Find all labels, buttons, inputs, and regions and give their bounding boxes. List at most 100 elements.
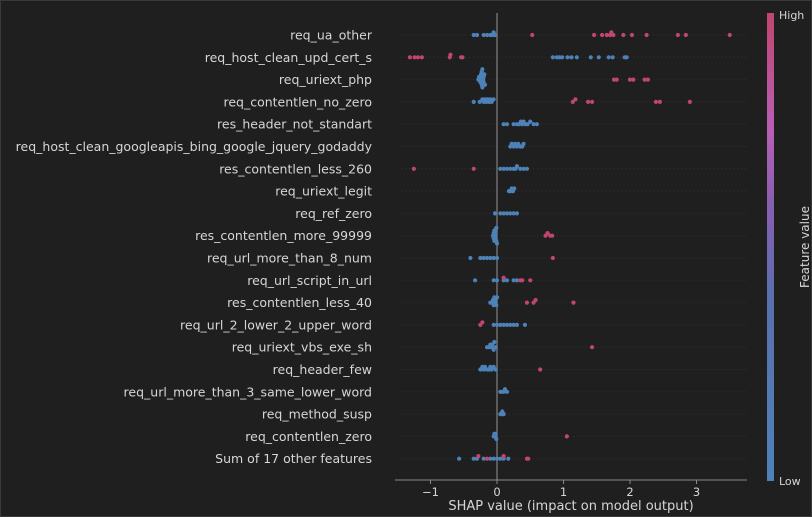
feature-label: req_url_more_than_8_num — [207, 251, 372, 266]
shap-point-low — [504, 122, 510, 127]
shap-point-low — [504, 278, 510, 283]
feature-label: req_uriext_vbs_exe_sh — [232, 340, 372, 355]
shap-point-high — [644, 32, 649, 38]
shap-point-low — [501, 412, 506, 417]
shap-point-high — [501, 275, 506, 280]
shap-point-low — [508, 166, 513, 171]
shap-point-high — [415, 55, 420, 60]
shap-point-high — [530, 32, 535, 38]
shap-point-low — [534, 122, 540, 127]
shap-point-low — [514, 211, 520, 216]
shap-point-low — [508, 211, 513, 216]
shap-point-high — [586, 99, 591, 104]
shap-point-low — [480, 67, 485, 72]
feature-label: req_url_more_than_3_same_lower_word — [124, 384, 372, 399]
shap-point-low — [482, 82, 488, 87]
shap-point-high — [564, 434, 569, 439]
shap-point-low — [478, 255, 483, 261]
shap-point-low — [498, 322, 503, 327]
feature-label: req_url_2_lower_2_upper_word — [180, 317, 372, 332]
shap-point-low — [494, 322, 500, 327]
shap-point-high — [407, 55, 412, 60]
shap-point-low — [494, 225, 499, 230]
shap-point-low — [481, 32, 486, 38]
shap-point-low — [493, 367, 498, 372]
shap-point-low — [524, 166, 530, 171]
shap-point-high — [480, 320, 485, 325]
shap-point-low — [494, 241, 500, 246]
feature-label: req_uriext_php — [279, 72, 372, 87]
shap-point-low — [488, 456, 493, 461]
feature-label: Sum of 17 other features — [215, 451, 372, 466]
shap-point-low — [525, 122, 530, 127]
shap-point-high — [526, 456, 531, 461]
shap-point-high — [614, 77, 619, 82]
shap-point-low — [471, 456, 476, 461]
feature-label: res_header_not_standart — [217, 117, 372, 132]
x-tick-label: 2 — [626, 485, 633, 499]
feature-label: res_contentlen_less_40 — [227, 295, 372, 310]
shap-point-high — [631, 77, 636, 82]
shap-point-low — [511, 322, 516, 327]
shap-point-low — [494, 303, 499, 308]
shap-point-low — [491, 322, 496, 327]
feature-label: req_ua_other — [290, 28, 373, 43]
shap-point-low — [494, 295, 500, 300]
shap-point-low — [456, 456, 462, 461]
shap-point-low — [501, 122, 506, 127]
shap-point-low — [588, 55, 593, 60]
colorbar-low-label: Low — [779, 475, 801, 488]
shap-point-high — [501, 454, 506, 459]
shap-point-low — [574, 55, 579, 60]
x-axis-label: SHAP value (impact on model output) — [448, 499, 693, 514]
feature-label: req_uriext_legit — [275, 184, 372, 199]
shap-point-low — [493, 431, 498, 436]
shap-point-low — [560, 55, 565, 60]
shap-point-low — [491, 255, 496, 261]
shap-point-low — [492, 339, 497, 345]
shap-point-low — [482, 72, 487, 77]
shap-point-low — [511, 122, 516, 127]
shap-point-low — [492, 32, 498, 38]
shap-point-high — [675, 32, 680, 38]
shap-point-low — [504, 389, 510, 394]
shap-point-high — [687, 99, 692, 104]
shap-point-high — [573, 97, 578, 102]
shap-point-high — [524, 300, 530, 305]
shap-point-low — [474, 32, 480, 38]
shap-point-high — [448, 52, 453, 57]
shap-point-high — [629, 32, 635, 38]
shap-point-low — [528, 119, 533, 124]
shap-point-low — [511, 278, 516, 283]
shap-point-low — [471, 32, 476, 38]
feature-label: res_contentlen_less_260 — [219, 161, 372, 176]
shap-point-low — [521, 166, 526, 171]
colorbar — [767, 13, 774, 481]
x-tick-label: 0 — [493, 485, 500, 499]
shap-point-high — [591, 32, 597, 38]
shap-point-low — [606, 55, 611, 60]
shap-point-low — [498, 456, 503, 461]
shap-point-low — [531, 122, 536, 127]
feature-label: req_host_clean_upd_cert_s — [205, 50, 372, 65]
shap-point-high — [627, 77, 633, 82]
shap-point-high — [571, 300, 576, 305]
shap-point-low — [511, 211, 516, 216]
feature-label: req_host_clean_googleapis_bing_google_jq… — [16, 139, 373, 154]
shap-point-low — [491, 456, 496, 461]
shap-point-low — [504, 166, 510, 171]
shap-point-high — [476, 454, 481, 459]
shap-point-high — [538, 367, 543, 372]
shap-point-high — [460, 55, 465, 60]
shap-point-low — [596, 55, 601, 60]
shap-point-low — [514, 278, 520, 283]
colorbar-title: Feature value — [798, 206, 812, 288]
shap-point-low — [498, 211, 503, 216]
shap-point-low — [480, 85, 485, 90]
x-tick-label: 1 — [560, 485, 567, 499]
shap-point-low — [494, 436, 499, 442]
shap-point-high — [570, 99, 575, 104]
shap-point-low — [477, 99, 482, 104]
shap-point-high — [645, 77, 651, 82]
